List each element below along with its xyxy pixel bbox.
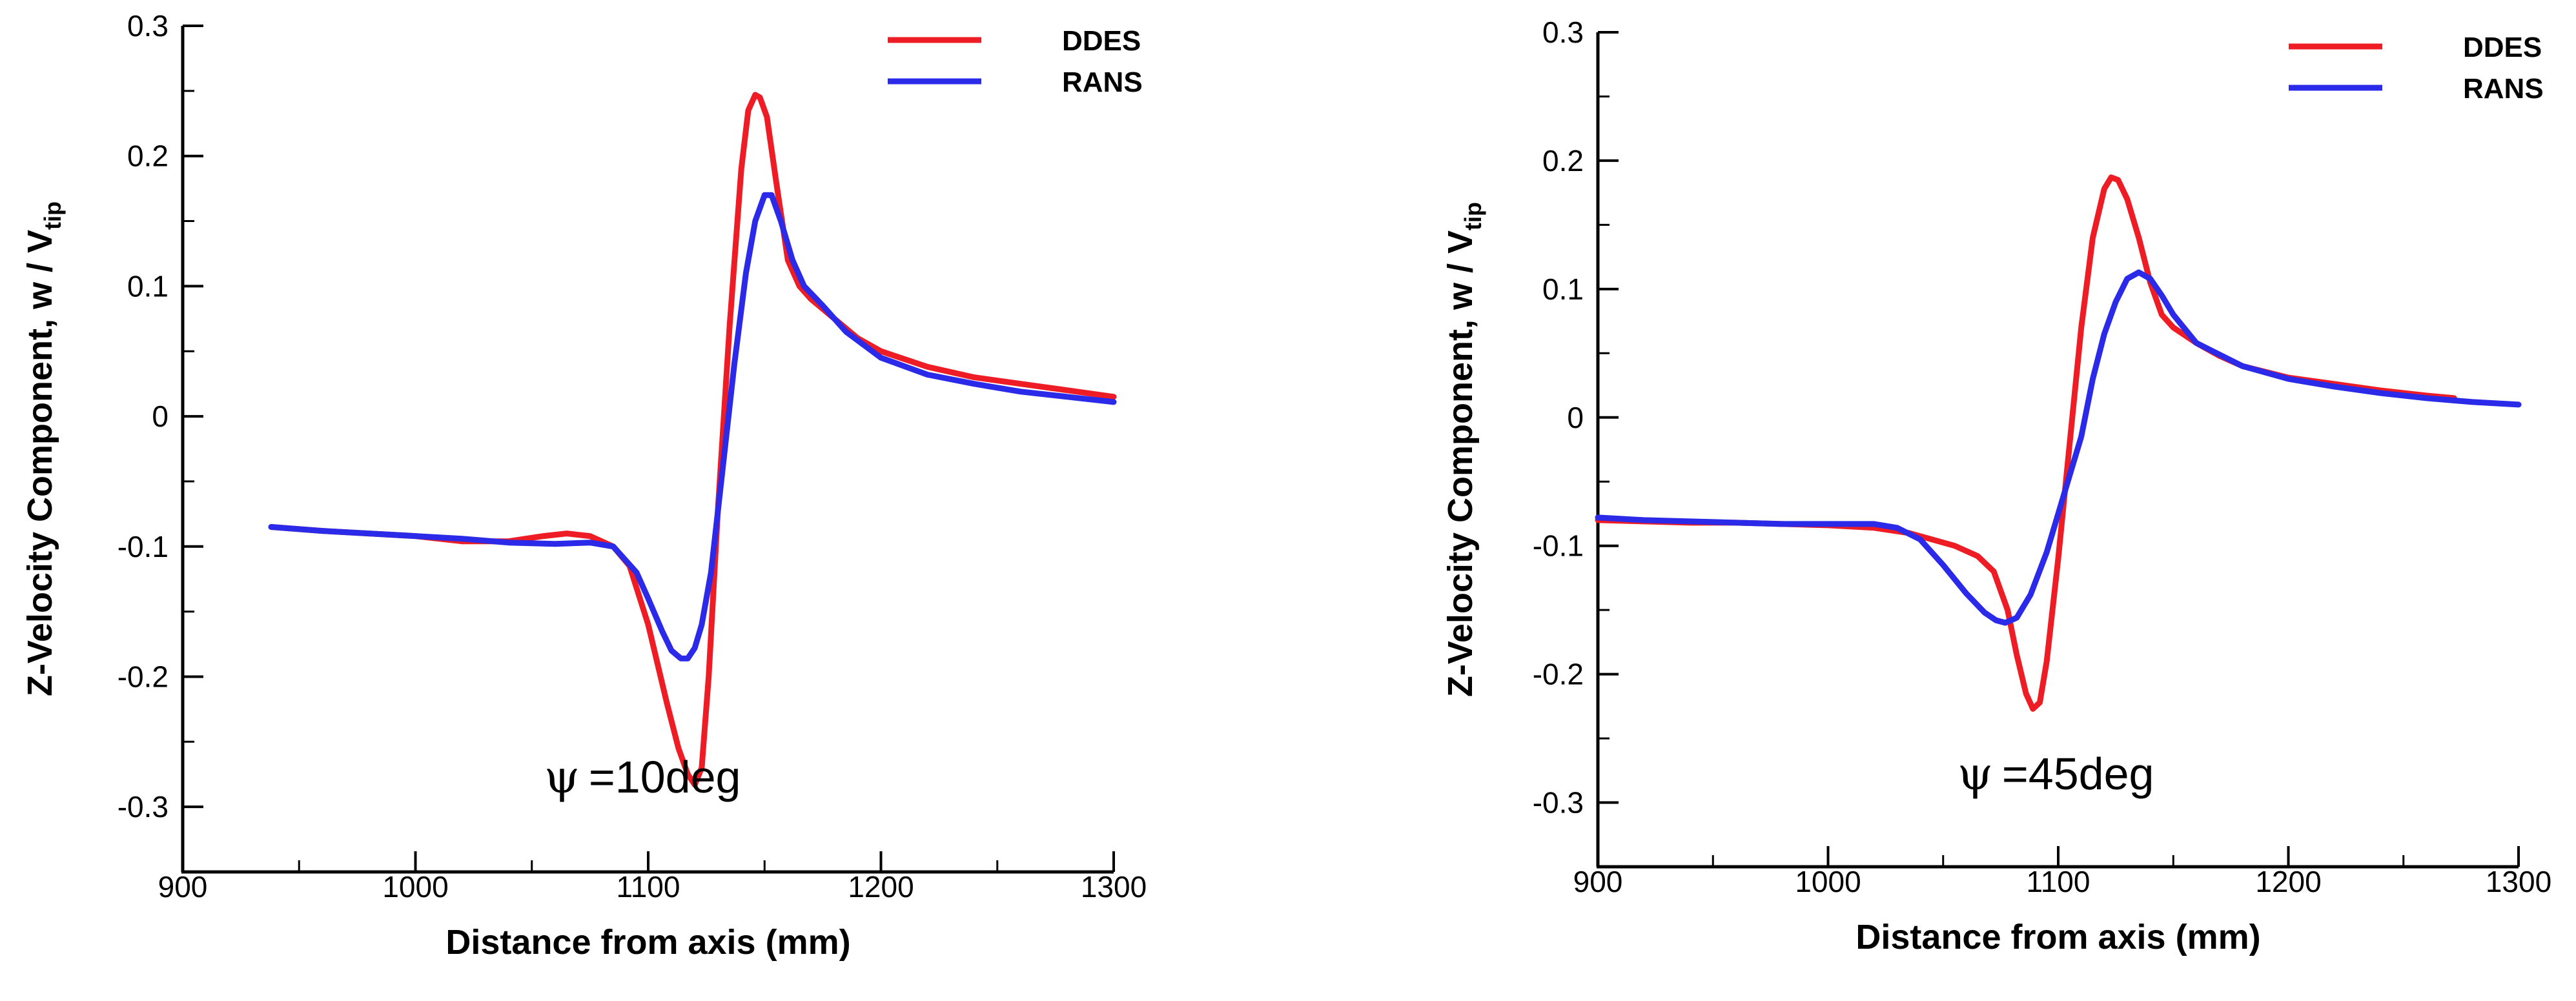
annotation-psi: ψ =45deg xyxy=(1958,747,2154,800)
x-tick-label: 900 xyxy=(158,870,208,904)
x-tick-label: 1000 xyxy=(382,870,448,904)
chart-psi-10deg: -0.3 -0.2 -0.1 0 0.1 0.2 0.3 900 1000 1100 1200 130… xyxy=(21,9,1147,962)
x-tick-label: 1300 xyxy=(1081,870,1147,904)
y-tick-label: 0.1 xyxy=(127,269,169,303)
y-tick-label: 0.1 xyxy=(1542,272,1584,306)
y-tick-label: -0.1 xyxy=(1533,529,1584,563)
x-tick-label: 1000 xyxy=(1795,865,1861,898)
y-tick-label: -0.3 xyxy=(118,790,169,824)
x-tick-label: 900 xyxy=(1573,865,1623,898)
legend-label-ddes: DDES xyxy=(2463,32,2542,63)
y-tick-label: -0.2 xyxy=(118,660,169,693)
y-tick-label: -0.2 xyxy=(1533,658,1584,691)
x-tick-label: 1300 xyxy=(2486,865,2551,898)
legend-label-ddes: DDES xyxy=(1062,25,1141,57)
x-tick-label: 1100 xyxy=(2027,865,2090,898)
y-tick-label: 0.3 xyxy=(127,9,169,43)
y-tick-label: -0.1 xyxy=(118,530,169,563)
y-tick-label: 0 xyxy=(152,399,169,433)
y-tick-label: -0.3 xyxy=(1533,786,1584,820)
y-tick-label: 0 xyxy=(1567,401,1584,434)
x-tick-label: 1200 xyxy=(848,870,914,904)
x-tick-label: 1100 xyxy=(617,870,680,904)
series-line-rans xyxy=(268,192,1117,662)
annotation-psi: ψ =10deg xyxy=(544,751,741,804)
chart-psi-45deg: -0.3 -0.2 -0.1 0 0.1 0.2 0.3 900 1000 1100 1200 130… xyxy=(1441,15,2551,956)
series-line-rans xyxy=(1595,269,2522,626)
y-tick-label: 0.2 xyxy=(1542,144,1584,177)
x-tick-label: 1200 xyxy=(2255,865,2321,898)
y-tick-label: 0.2 xyxy=(127,139,169,173)
y-tick-label: 0.3 xyxy=(1542,15,1584,49)
y-axis-title: Z-Velocity Component, w / Vtip xyxy=(21,201,66,696)
y-axis-title: Z-Velocity Component, w / Vtip xyxy=(1441,202,1486,697)
x-axis-title: Distance from axis (mm) xyxy=(1855,918,2260,956)
legend-label-rans: RANS xyxy=(2463,73,2544,105)
legend-label-rans: RANS xyxy=(1062,66,1143,98)
x-axis-title: Distance from axis (mm) xyxy=(445,923,850,962)
